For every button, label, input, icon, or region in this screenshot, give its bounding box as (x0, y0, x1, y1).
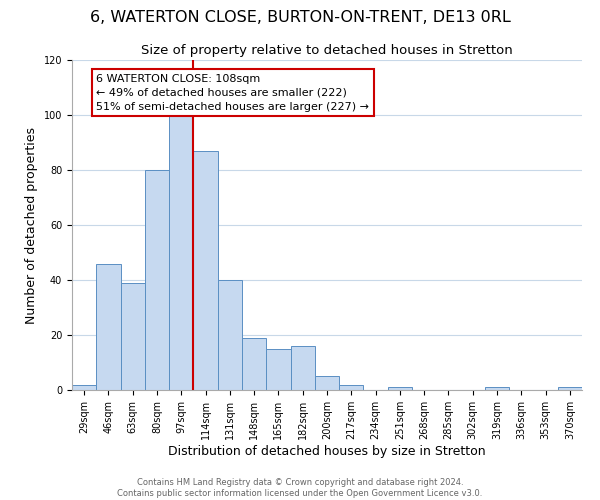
Bar (388, 387, 412, 390)
Text: 6, WATERTON CLOSE, BURTON-ON-TRENT, DE13 0RL: 6, WATERTON CLOSE, BURTON-ON-TRENT, DE13… (89, 10, 511, 25)
Bar (290, 346, 315, 390)
Bar (96, 264, 121, 390)
Bar (72, 384, 96, 390)
Bar (315, 376, 339, 390)
Title: Size of property relative to detached houses in Stretton: Size of property relative to detached ho… (141, 44, 513, 58)
Bar (193, 151, 218, 390)
Y-axis label: Number of detached properties: Number of detached properties (25, 126, 38, 324)
Bar (169, 115, 193, 390)
Bar (266, 349, 290, 390)
Bar (558, 387, 582, 390)
Bar (218, 280, 242, 390)
Bar (121, 283, 145, 390)
Text: Contains HM Land Registry data © Crown copyright and database right 2024.
Contai: Contains HM Land Registry data © Crown c… (118, 478, 482, 498)
Bar (339, 384, 364, 390)
Bar (242, 338, 266, 390)
X-axis label: Distribution of detached houses by size in Stretton: Distribution of detached houses by size … (168, 444, 486, 458)
Bar (485, 387, 509, 390)
Text: 6 WATERTON CLOSE: 108sqm
← 49% of detached houses are smaller (222)
51% of semi-: 6 WATERTON CLOSE: 108sqm ← 49% of detach… (96, 74, 369, 112)
Bar (145, 170, 169, 390)
